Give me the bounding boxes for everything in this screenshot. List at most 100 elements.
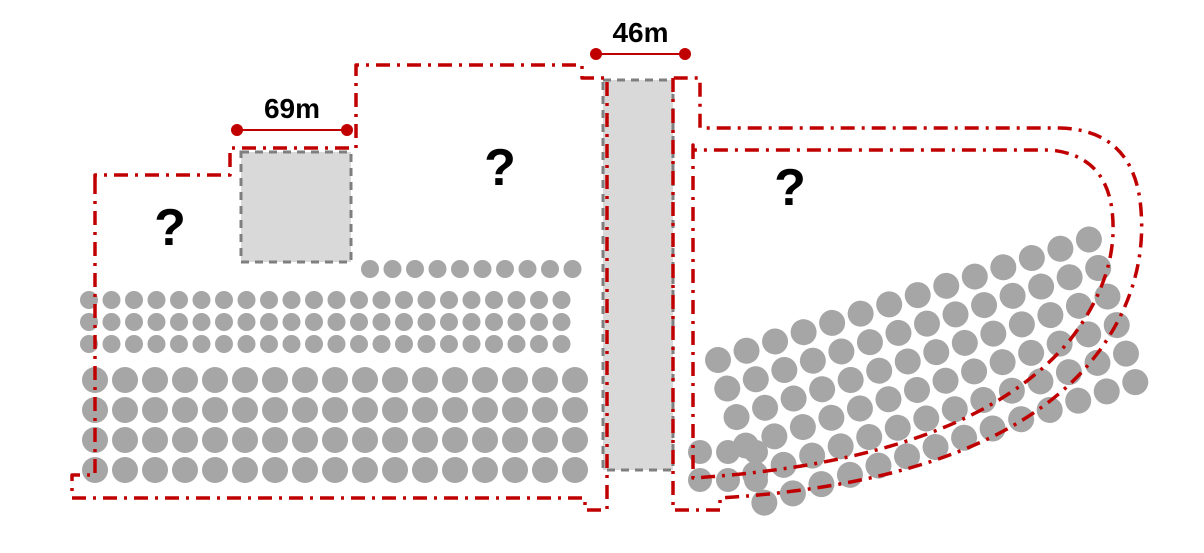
dimension-46m-end1 xyxy=(679,48,691,60)
dot xyxy=(429,260,447,278)
dot xyxy=(292,427,318,453)
dot xyxy=(530,313,548,331)
dot xyxy=(440,291,458,309)
dot xyxy=(305,313,323,331)
dot xyxy=(202,427,228,453)
dot xyxy=(463,313,481,331)
dot xyxy=(262,367,288,393)
dot xyxy=(103,291,121,309)
dot xyxy=(373,313,391,331)
dot xyxy=(361,260,379,278)
dot xyxy=(322,457,348,483)
dot xyxy=(530,291,548,309)
dot xyxy=(322,397,348,423)
dot xyxy=(463,335,481,353)
dimension-46m-end0 xyxy=(590,48,602,60)
dot xyxy=(352,457,378,483)
box1-rect xyxy=(241,152,351,262)
dot xyxy=(283,313,301,331)
dot xyxy=(352,367,378,393)
dot xyxy=(232,457,258,483)
dot xyxy=(283,291,301,309)
dot xyxy=(142,427,168,453)
dot xyxy=(502,427,528,453)
dot xyxy=(232,367,258,393)
dot xyxy=(472,397,498,423)
dot xyxy=(112,397,138,423)
dot xyxy=(202,367,228,393)
dot xyxy=(508,291,526,309)
dot xyxy=(215,313,233,331)
dot xyxy=(202,457,228,483)
dot xyxy=(292,457,318,483)
dot xyxy=(716,440,740,464)
dot xyxy=(328,291,346,309)
dot xyxy=(260,335,278,353)
dot xyxy=(382,427,408,453)
dimension-46m-label: 46m xyxy=(612,17,668,48)
dot xyxy=(412,367,438,393)
dot xyxy=(562,457,588,483)
dot xyxy=(564,260,582,278)
dot xyxy=(112,367,138,393)
dot xyxy=(382,457,408,483)
dot xyxy=(532,457,558,483)
dot xyxy=(193,291,211,309)
dot xyxy=(260,291,278,309)
dot xyxy=(532,397,558,423)
dot xyxy=(474,260,492,278)
dot xyxy=(406,260,424,278)
dot xyxy=(103,313,121,331)
dot xyxy=(532,427,558,453)
dot xyxy=(283,335,301,353)
dot xyxy=(262,457,288,483)
dot xyxy=(472,457,498,483)
dot xyxy=(373,291,391,309)
dot xyxy=(305,335,323,353)
dot xyxy=(350,335,368,353)
dot xyxy=(125,335,143,353)
dot xyxy=(508,313,526,331)
dot xyxy=(418,335,436,353)
dot xyxy=(172,457,198,483)
dot xyxy=(395,313,413,331)
dot xyxy=(395,291,413,309)
dot xyxy=(322,367,348,393)
dot xyxy=(382,397,408,423)
dot xyxy=(352,427,378,453)
dot xyxy=(193,335,211,353)
dot xyxy=(553,313,571,331)
dot xyxy=(412,427,438,453)
dot xyxy=(502,367,528,393)
dot xyxy=(451,260,469,278)
q-mark-3: ? xyxy=(774,159,806,217)
dot xyxy=(148,313,166,331)
dot xyxy=(238,291,256,309)
dot xyxy=(412,457,438,483)
dot xyxy=(172,397,198,423)
dot xyxy=(562,397,588,423)
dot xyxy=(262,397,288,423)
dot xyxy=(125,291,143,309)
dot xyxy=(215,335,233,353)
dot xyxy=(305,291,323,309)
dot xyxy=(502,397,528,423)
dot xyxy=(112,427,138,453)
dot xyxy=(142,457,168,483)
dot xyxy=(193,313,211,331)
dot xyxy=(142,367,168,393)
dot xyxy=(382,367,408,393)
dot xyxy=(519,260,537,278)
dot xyxy=(562,367,588,393)
dot xyxy=(322,427,348,453)
dot xyxy=(412,397,438,423)
dot xyxy=(442,427,468,453)
dot xyxy=(238,335,256,353)
dot xyxy=(472,427,498,453)
dot xyxy=(744,440,768,464)
dot xyxy=(442,457,468,483)
dot xyxy=(350,291,368,309)
dot xyxy=(485,291,503,309)
dot xyxy=(125,313,143,331)
dot xyxy=(292,367,318,393)
